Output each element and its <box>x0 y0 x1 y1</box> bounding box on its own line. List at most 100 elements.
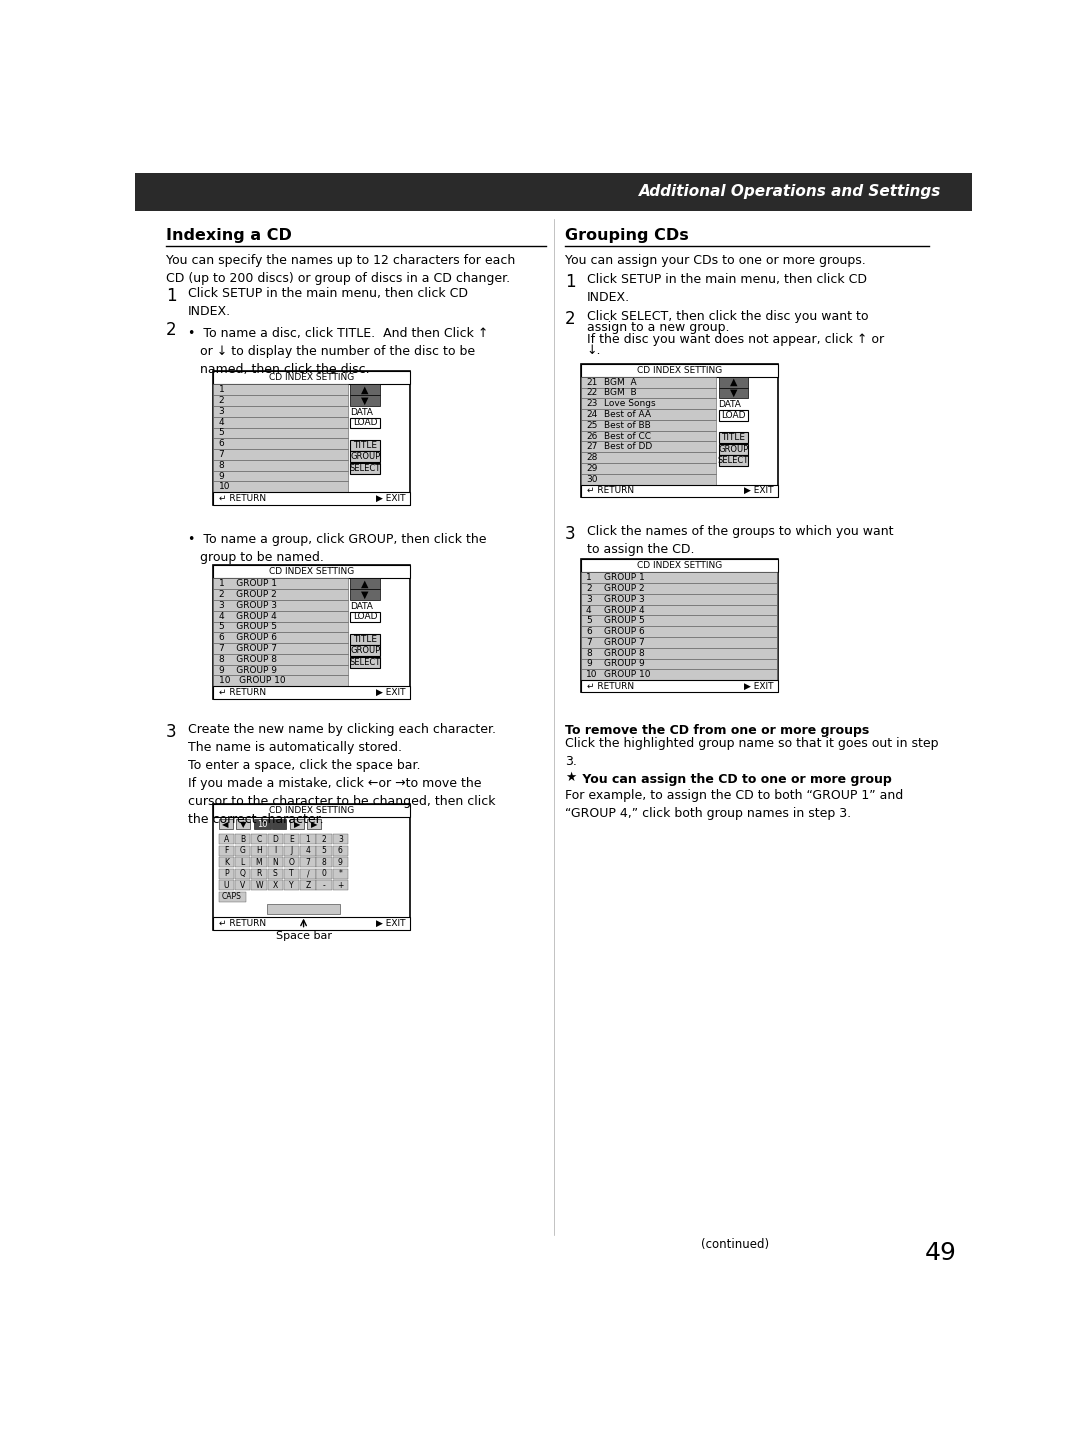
Text: 26: 26 <box>586 432 597 440</box>
Bar <box>284 881 299 891</box>
Text: LOAD: LOAD <box>353 419 377 427</box>
Text: Best of AA: Best of AA <box>604 410 651 419</box>
Bar <box>213 384 348 396</box>
Text: DATA: DATA <box>718 400 742 409</box>
Bar <box>218 858 234 868</box>
Text: (continued): (continued) <box>701 1239 769 1252</box>
Bar <box>718 432 748 443</box>
Text: P: P <box>225 869 229 878</box>
Text: ▶: ▶ <box>311 820 318 829</box>
Text: 9: 9 <box>218 472 225 481</box>
Text: Best of CC: Best of CC <box>604 432 651 440</box>
Text: Best of BB: Best of BB <box>604 420 650 430</box>
Bar <box>581 560 779 573</box>
Bar <box>300 835 315 845</box>
Text: A: A <box>224 835 229 843</box>
Bar <box>581 669 778 681</box>
Text: 1: 1 <box>218 386 225 394</box>
Text: ▼: ▼ <box>362 396 369 406</box>
Text: S: S <box>273 869 278 878</box>
Text: GROUP 10: GROUP 10 <box>604 671 650 679</box>
Text: CD INDEX SETTING: CD INDEX SETTING <box>269 373 354 383</box>
Text: Click SETUP in the main menu, then click CD
INDEX.: Click SETUP in the main menu, then click… <box>188 286 468 318</box>
Bar <box>350 589 380 600</box>
Bar <box>581 377 716 387</box>
Text: Additional Operations and Settings: Additional Operations and Settings <box>638 184 941 200</box>
Text: 7: 7 <box>586 637 592 648</box>
Text: LOAD: LOAD <box>721 410 745 420</box>
Bar <box>268 846 283 856</box>
Text: 2    GROUP 2: 2 GROUP 2 <box>218 590 276 599</box>
Text: 8: 8 <box>586 649 592 658</box>
Text: GROUP 5: GROUP 5 <box>604 616 645 626</box>
Bar <box>350 612 380 622</box>
Bar <box>213 686 410 698</box>
Text: ▼: ▼ <box>730 389 737 399</box>
Text: Click SETUP in the main menu, then click CD
INDEX.: Click SETUP in the main menu, then click… <box>586 273 867 304</box>
Bar <box>291 819 303 829</box>
Bar <box>581 594 778 604</box>
Text: 2: 2 <box>166 321 177 340</box>
Text: 1: 1 <box>306 835 310 843</box>
Text: GROUP 9: GROUP 9 <box>604 659 645 669</box>
Bar <box>350 396 380 406</box>
Text: You can specify the names up to 12 characters for each
CD (up to 200 discs) or g: You can specify the names up to 12 chara… <box>166 253 515 285</box>
Text: U: U <box>224 881 229 889</box>
Text: 6: 6 <box>338 846 342 855</box>
Text: Grouping CDs: Grouping CDs <box>565 229 689 243</box>
Text: CD INDEX SETTING: CD INDEX SETTING <box>269 806 354 814</box>
Text: 3: 3 <box>338 835 342 843</box>
Bar <box>218 892 246 902</box>
Text: You can assign the CD to one or more group: You can assign the CD to one or more gro… <box>578 773 891 786</box>
Bar <box>284 835 299 845</box>
Text: TITLE: TITLE <box>353 440 377 450</box>
Text: 5: 5 <box>322 846 326 855</box>
Text: 25: 25 <box>586 420 597 430</box>
Bar <box>284 846 299 856</box>
Bar <box>254 819 271 829</box>
Text: ★: ★ <box>565 771 577 784</box>
Bar <box>333 835 348 845</box>
Bar <box>213 406 348 417</box>
Bar <box>581 485 779 496</box>
Text: ▲: ▲ <box>362 384 369 394</box>
Text: SELECT: SELECT <box>350 463 381 473</box>
Text: +: + <box>337 881 343 889</box>
Bar <box>581 583 778 594</box>
Bar <box>581 364 779 496</box>
Bar <box>213 675 348 686</box>
Text: You can assign your CDs to one or more groups.: You can assign your CDs to one or more g… <box>565 253 866 266</box>
Text: 7    GROUP 7: 7 GROUP 7 <box>218 645 276 653</box>
Text: 29: 29 <box>586 463 597 473</box>
Text: 1: 1 <box>586 573 592 583</box>
Bar <box>213 665 348 675</box>
Text: GROUP 1: GROUP 1 <box>604 573 645 583</box>
Bar <box>581 452 716 463</box>
Text: 3: 3 <box>565 525 576 544</box>
Text: 6    GROUP 6: 6 GROUP 6 <box>218 633 276 642</box>
Text: -: - <box>323 881 325 889</box>
Text: 3    GROUP 3: 3 GROUP 3 <box>218 602 276 610</box>
Text: GROUP 7: GROUP 7 <box>604 637 645 648</box>
Bar <box>307 819 321 829</box>
Text: W: W <box>255 881 262 889</box>
Text: 1    GROUP 1: 1 GROUP 1 <box>218 580 276 589</box>
Text: DATA: DATA <box>350 602 374 610</box>
Text: ▶ EXIT: ▶ EXIT <box>744 486 773 495</box>
Bar <box>300 846 315 856</box>
Bar <box>316 869 332 879</box>
Bar <box>581 387 716 399</box>
Bar <box>300 881 315 891</box>
Text: 3: 3 <box>166 724 177 741</box>
Bar <box>252 835 267 845</box>
Text: Love Songs: Love Songs <box>604 399 656 409</box>
Text: ▶ EXIT: ▶ EXIT <box>376 688 405 696</box>
Text: ▶ EXIT: ▶ EXIT <box>376 920 405 928</box>
Text: TITLE: TITLE <box>721 433 745 442</box>
Text: M: M <box>256 858 262 866</box>
Text: I: I <box>274 846 276 855</box>
Text: K: K <box>224 858 229 866</box>
Text: C: C <box>256 835 261 843</box>
Bar <box>316 858 332 868</box>
Bar <box>316 846 332 856</box>
